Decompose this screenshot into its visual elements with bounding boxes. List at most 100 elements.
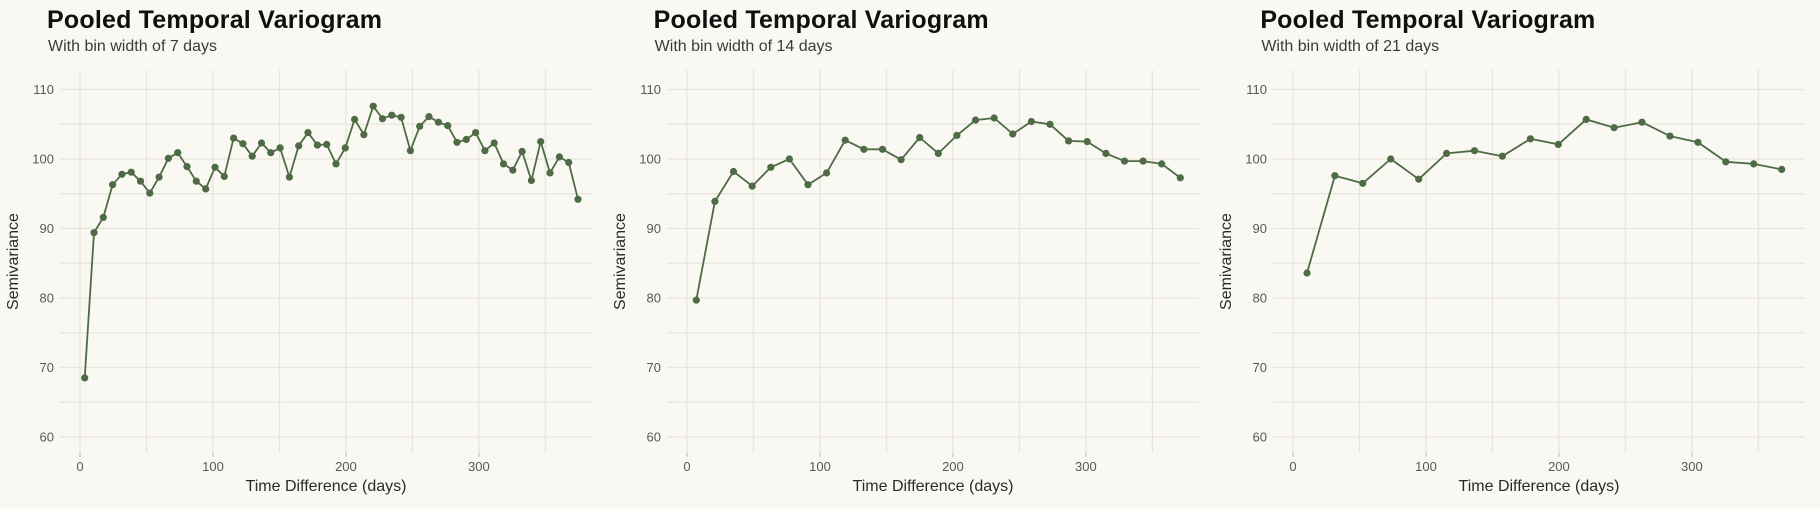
data-point [211,163,219,171]
data-point [1471,147,1479,155]
y-tick-label: 70 [40,360,54,375]
x-tick-label: 0 [683,459,690,474]
data-point [1638,118,1646,126]
y-tick-label: 70 [1253,360,1267,375]
data-point [230,134,238,142]
y-tick-label: 80 [1253,291,1267,306]
data-point [378,115,387,123]
data-point [248,152,256,160]
data-point [748,182,756,190]
variogram-line [1306,118,1783,274]
x-tick-label: 200 [335,459,357,474]
data-point [174,149,182,157]
data-point [99,213,107,221]
chart-panel-bin14: 0 100 200 300 60 70 80 90 100 110 Time Difference … [607,0,1214,508]
data-point [155,173,163,181]
data-point [304,129,312,137]
x-tick-label: 0 [76,459,83,474]
y-tick-label: 110 [33,82,54,97]
y-tick-label: 100 [639,152,661,167]
data-point [859,145,868,153]
data-point [397,113,405,121]
data-point [1157,160,1165,168]
x-tick-label: 100 [809,459,831,474]
data-point [146,189,154,197]
data-point [90,229,98,237]
x-tick-label: 300 [468,459,490,474]
data-point [444,122,452,130]
x-tick-label: 300 [1075,459,1097,474]
y-tick-label: 60 [40,430,54,445]
data-point [785,155,793,163]
data-point [1415,175,1423,183]
data-point [406,147,414,155]
data-point [841,136,849,144]
x-tick-label: 0 [1290,459,1297,474]
data-point [692,296,700,304]
data-point [915,133,923,142]
data-point [341,144,349,152]
data-point [192,177,200,185]
y-axis-title: Semivariance [612,213,629,310]
data-point [574,195,582,203]
y-tick-label: 70 [646,360,660,375]
data-point [295,142,303,150]
data-point [351,115,359,123]
chart-subtitle: With bin width of 14 days [654,38,833,55]
data-point [1303,269,1311,277]
data-point [822,169,830,177]
data-point [1064,137,1072,145]
chart-title: Pooled Temporal Variogram [47,6,383,34]
data-point [555,153,564,161]
y-tick-label: 100 [1246,152,1268,167]
data-point [1694,138,1702,146]
variogram-line [83,105,579,379]
data-point [499,160,508,168]
data-point [136,177,145,185]
data-point [127,168,135,176]
data-point [434,118,442,126]
data-point [1387,155,1395,163]
y-tick-label: 90 [646,221,660,236]
data-point [332,160,340,168]
y-tick-label: 60 [1253,430,1267,445]
data-point [164,154,172,162]
data-point [257,139,266,147]
chart-title: Pooled Temporal Variogram [653,6,989,34]
data-point [220,172,228,180]
data-point [990,114,998,122]
data-point [81,374,89,382]
y-tick-label: 80 [40,291,54,306]
data-point [462,135,470,144]
data-point [1008,130,1017,138]
data-point [1527,135,1535,143]
y-tick-label: 110 [1247,82,1268,97]
data-point [490,139,498,147]
data-point [285,173,293,181]
chart-subtitle: With bin width of 7 days [48,38,217,55]
x-tick-label: 200 [1548,459,1570,474]
data-point [766,163,775,171]
x-tick-label: 300 [1681,459,1703,474]
x-axis-title: Time Difference (days) [852,478,1013,495]
variogram-line [695,117,1181,302]
data-point [1666,132,1674,140]
x-axis-title: Time Difference (days) [1459,478,1620,495]
data-point [804,181,812,189]
data-point [425,113,433,121]
y-axis-title: Semivariance [5,213,22,310]
data-point [537,138,545,146]
data-point [416,122,424,130]
data-point [1443,149,1451,157]
x-tick-label: 100 [202,459,224,474]
data-point [878,145,886,153]
data-point [1120,157,1128,165]
data-point [183,163,191,171]
y-tick-label: 110 [640,82,661,97]
data-point [481,147,489,155]
data-point [1139,157,1147,165]
data-point [1555,140,1563,148]
chart-title: Pooled Temporal Variogram [1260,6,1596,34]
data-point [1499,152,1507,160]
